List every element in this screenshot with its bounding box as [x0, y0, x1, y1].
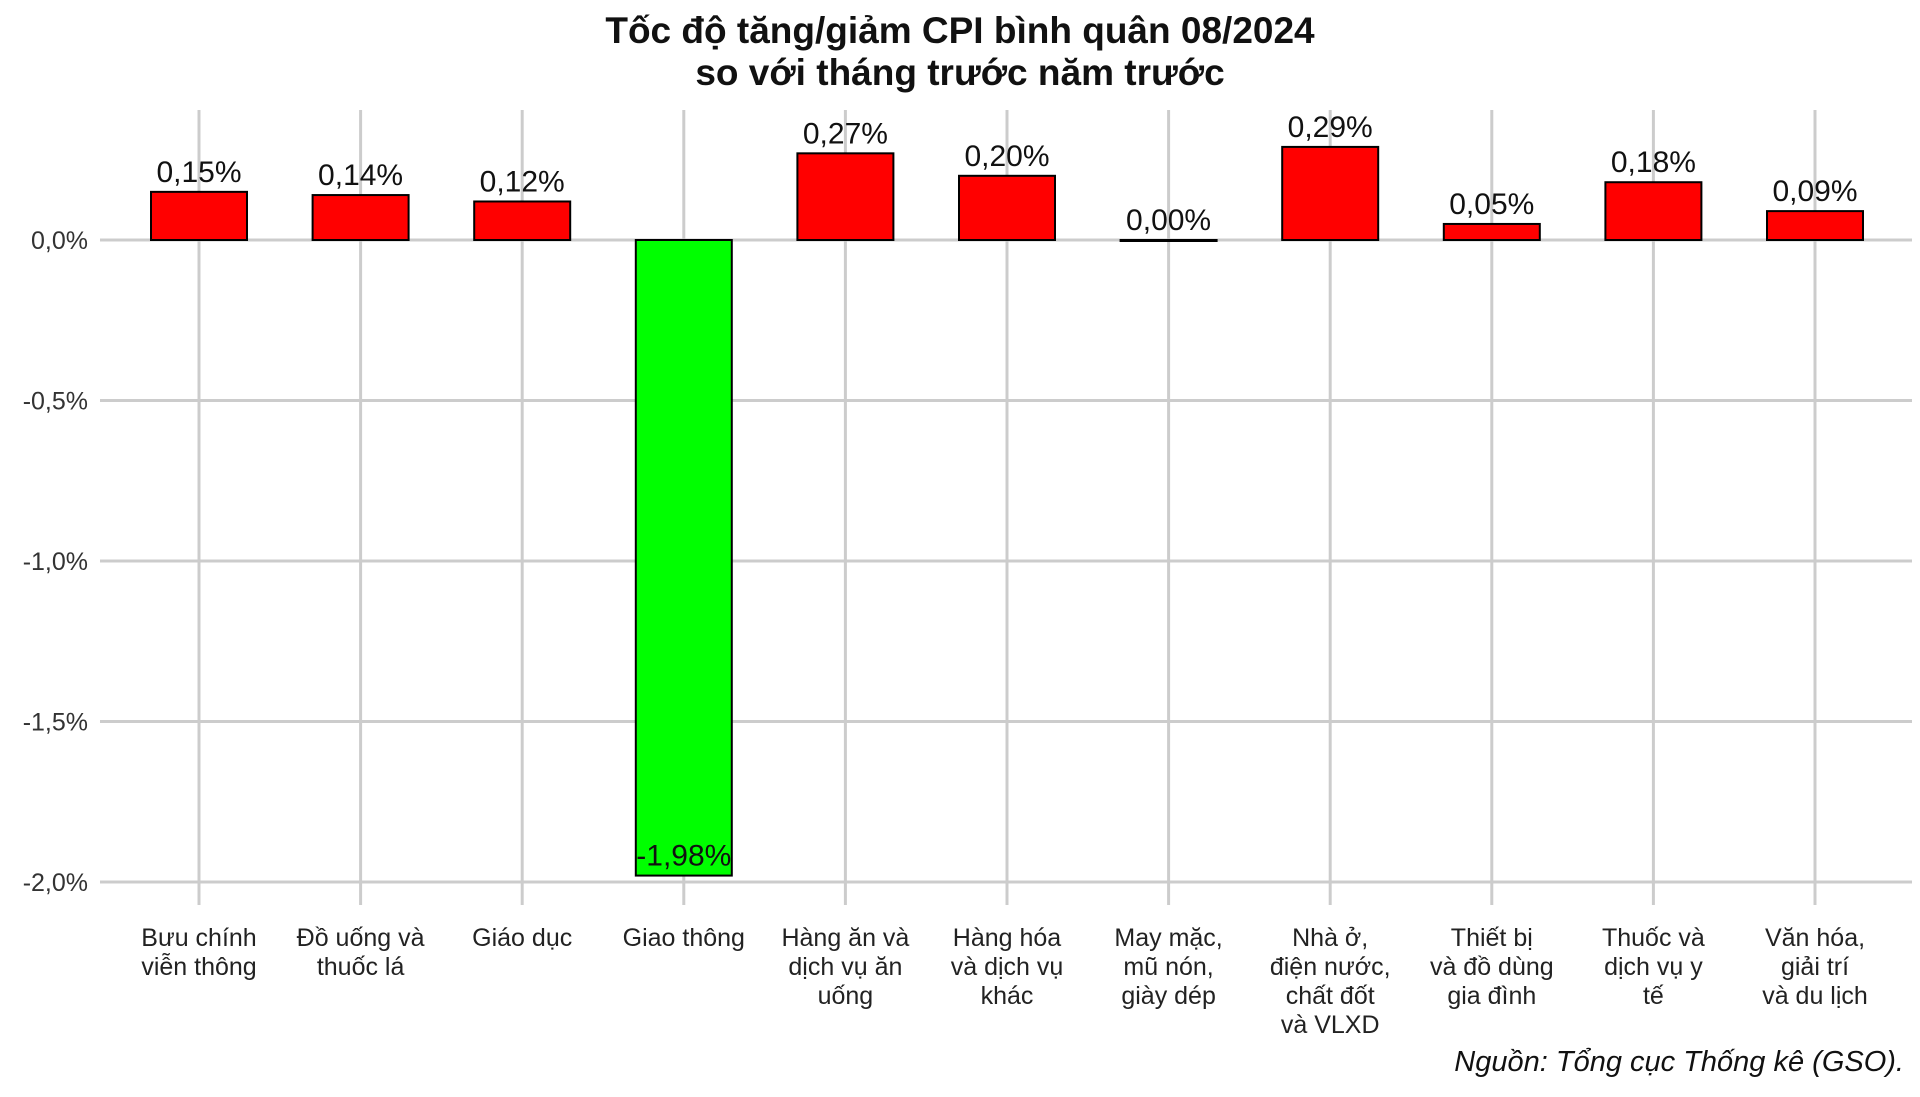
- x-tick-label: chất đốt: [1286, 982, 1375, 1010]
- x-tick-label: dịch vụ y: [1604, 953, 1703, 981]
- x-tick-label: May mặc,: [1114, 924, 1222, 952]
- x-tick-label: Hàng ăn và: [781, 924, 909, 952]
- data-label: 0,20%: [964, 140, 1049, 173]
- data-label: 0,27%: [803, 117, 888, 150]
- x-tick-label: mũ nón,: [1123, 953, 1213, 981]
- x-tick-label: và đồ dùng: [1430, 953, 1554, 981]
- data-label: 0,18%: [1611, 146, 1696, 179]
- y-tick-label: -1,0%: [23, 548, 88, 576]
- bar: [1442, 222, 1541, 241]
- x-tick-label: tế: [1643, 982, 1664, 1010]
- data-label: 0,12%: [480, 165, 565, 198]
- x-tick-label: uống: [818, 982, 874, 1010]
- chart-subtitle: so với tháng trước năm trước: [695, 52, 1225, 93]
- x-tick-label: khác: [981, 982, 1034, 1010]
- bar: [958, 174, 1056, 241]
- x-tick-label: Thiết bị: [1451, 924, 1533, 952]
- x-tick-label: Hàng hóa: [953, 924, 1062, 952]
- y-tick-label: -2,0%: [23, 869, 88, 897]
- data-label: 0,00%: [1126, 204, 1211, 237]
- data-label: 0,05%: [1449, 188, 1534, 221]
- x-tick-label: Giao thông: [623, 924, 745, 952]
- bar: [311, 194, 410, 241]
- y-tick-label: 0,0%: [31, 227, 88, 255]
- bar: [473, 200, 572, 241]
- x-tick-label: giải trí: [1781, 953, 1849, 981]
- bar: [1766, 210, 1864, 241]
- x-tick-label: giày dép: [1121, 982, 1216, 1010]
- y-tick-label: -0,5%: [23, 388, 88, 416]
- bar: [634, 239, 733, 877]
- data-label: 0,14%: [318, 159, 403, 192]
- bar: [1281, 145, 1380, 241]
- x-tick-label: thuốc lá: [317, 953, 405, 981]
- source-caption: Nguồn: Tổng cục Thống kê (GSO).: [1454, 1046, 1904, 1078]
- x-tick-label: gia đình: [1447, 982, 1536, 1010]
- x-tick-label: Giáo dục: [472, 924, 572, 952]
- x-tick-label: và du lịch: [1762, 982, 1868, 1010]
- chart-title: Tốc độ tăng/giảm CPI bình quân 08/2024: [605, 10, 1315, 51]
- x-tick-label: Thuốc và: [1602, 924, 1705, 952]
- x-tick-label: Nhà ở,: [1292, 924, 1368, 952]
- y-tick-label: -1,5%: [23, 709, 88, 737]
- x-tick-label: và VLXD: [1281, 1011, 1380, 1039]
- data-label: 0,15%: [156, 156, 241, 189]
- x-tick-label: viễn thông: [141, 952, 256, 981]
- x-tick-label: Văn hóa,: [1765, 924, 1865, 952]
- data-label: 0,09%: [1772, 175, 1857, 208]
- x-tick-label: Bưu chính: [141, 924, 256, 952]
- data-label: 0,29%: [1288, 111, 1373, 144]
- x-tick-label: Đồ uống và: [297, 924, 425, 952]
- bar: [150, 190, 248, 242]
- bar: [1119, 239, 1218, 242]
- data-label: -1,98%: [636, 840, 731, 873]
- x-tick-label: và dịch vụ: [951, 953, 1064, 981]
- x-tick-label: điện nước,: [1270, 953, 1391, 981]
- x-tick-label: dịch vụ ăn: [788, 953, 902, 981]
- bar: [1604, 181, 1703, 241]
- bar: [796, 152, 895, 241]
